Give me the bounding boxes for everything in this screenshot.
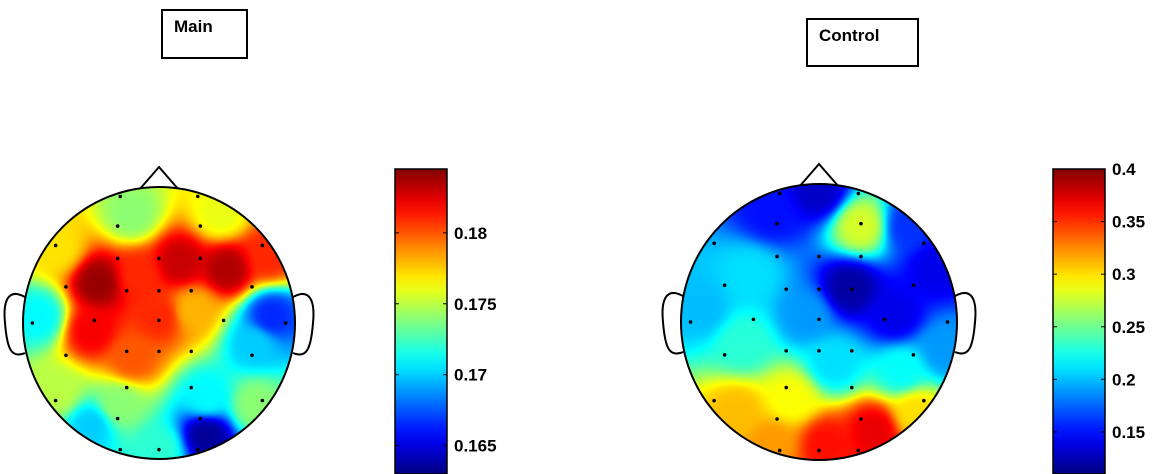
colorbar-tick-label: 0.4 <box>1112 160 1136 179</box>
electrode-marker <box>195 447 200 452</box>
electrode-marker <box>157 256 161 261</box>
right-ear-outline <box>292 293 315 356</box>
electrode-marker <box>859 254 863 259</box>
main-title: Main <box>161 9 248 59</box>
scalp-heatmap <box>681 184 957 460</box>
electrode-marker <box>849 287 854 292</box>
electrode-marker <box>115 416 120 421</box>
electrode-marker <box>118 447 123 452</box>
electrode-marker <box>777 448 782 453</box>
electrode-marker <box>859 417 863 421</box>
colorbar-tick-label: 0.175 <box>454 295 497 314</box>
electrode-marker <box>945 320 950 324</box>
electrode-marker <box>911 352 916 357</box>
electrode-marker <box>751 317 756 322</box>
electrode-marker <box>817 349 821 353</box>
electrode-marker <box>198 224 203 228</box>
colorbar-tick-label: 0.25 <box>1112 318 1145 337</box>
electrode-marker <box>221 318 226 323</box>
left-ear-outline <box>3 293 26 356</box>
electrode-marker <box>882 317 887 322</box>
electrode-marker <box>260 243 265 248</box>
head-outline <box>22 186 296 460</box>
electrode-marker <box>124 349 129 354</box>
electrode-marker <box>157 288 161 293</box>
electrode-marker <box>784 385 789 390</box>
electrode-marker <box>189 349 194 354</box>
head-outline <box>680 183 958 461</box>
electrode-marker <box>856 448 861 453</box>
electrode-marker <box>922 241 926 246</box>
electrode-marker <box>817 254 821 259</box>
electrode-marker <box>260 398 265 403</box>
colorbar: 0.15 0.2 0.25 0.3 0.35 0.4 <box>1052 160 1145 474</box>
electrode-marker <box>157 349 161 354</box>
electrode-marker <box>157 447 161 452</box>
colorbar-gradient <box>394 168 448 474</box>
electrode-marker <box>115 224 120 228</box>
electrode-marker <box>712 398 716 403</box>
electrode-marker <box>118 194 123 199</box>
scalp-heatmap <box>23 187 295 459</box>
electrode-marker <box>784 349 789 353</box>
electrode-marker <box>115 256 120 261</box>
electrode-marker <box>195 194 200 199</box>
electrode-marker <box>817 287 821 292</box>
electrode-marker <box>775 254 779 259</box>
electrode-marker <box>849 349 854 353</box>
electrode-marker <box>189 385 194 390</box>
colorbar-gradient <box>1052 168 1106 474</box>
control-title: Control <box>806 18 919 67</box>
electrode-marker <box>198 416 203 421</box>
electrode-marker <box>784 287 789 292</box>
electrode-marker <box>859 221 863 226</box>
colorbar-tick-label: 0.165 <box>454 437 497 456</box>
left-ear-outline <box>661 292 684 355</box>
electrode-marker <box>775 417 779 421</box>
electrode-marker <box>64 353 68 358</box>
electrode-marker <box>157 318 161 323</box>
electrode-marker <box>849 385 854 390</box>
electrode-marker <box>250 353 254 358</box>
colorbar-tick-label: 0.15 <box>1112 423 1145 442</box>
electrode-marker <box>30 321 35 325</box>
colorbar-tick-label: 0.17 <box>454 366 487 385</box>
main-topomap: 0.165 0.17 0.175 0.18 <box>3 165 497 474</box>
colorbar-tick-label: 0.2 <box>1112 370 1136 389</box>
electrode-marker <box>250 285 254 289</box>
electrode-marker <box>856 191 861 196</box>
electrode-marker <box>911 283 916 288</box>
electrode-marker <box>817 448 821 453</box>
electrode-marker <box>198 256 203 261</box>
electrode-marker <box>688 320 693 324</box>
electrode-marker <box>775 221 779 226</box>
colorbar-tick-label: 0.35 <box>1112 213 1145 232</box>
colorbar-tick-label: 0.3 <box>1112 265 1136 284</box>
electrode-marker <box>53 398 58 403</box>
colorbar: 0.165 0.17 0.175 0.18 <box>394 168 497 474</box>
electrode-marker <box>189 288 194 293</box>
electrode-marker <box>53 243 58 248</box>
right-ear-outline <box>954 292 977 355</box>
electrode-marker <box>124 385 129 390</box>
electrode-marker <box>283 321 288 325</box>
nose-outline <box>798 162 840 188</box>
electrode-marker <box>92 318 97 323</box>
electrode-marker <box>722 283 727 288</box>
electrode-marker <box>922 398 926 403</box>
nose-outline <box>138 165 180 191</box>
electrode-marker <box>712 241 716 246</box>
electrode-marker <box>817 317 821 322</box>
electrode-marker <box>124 288 129 293</box>
colorbar-tick-label: 0.18 <box>454 224 487 243</box>
electrode-marker <box>64 285 68 289</box>
electrode-marker <box>777 191 782 196</box>
control-topomap: 0.15 0.2 0.25 0.3 0.35 0.4 <box>661 160 1145 474</box>
electrode-marker <box>722 352 727 357</box>
